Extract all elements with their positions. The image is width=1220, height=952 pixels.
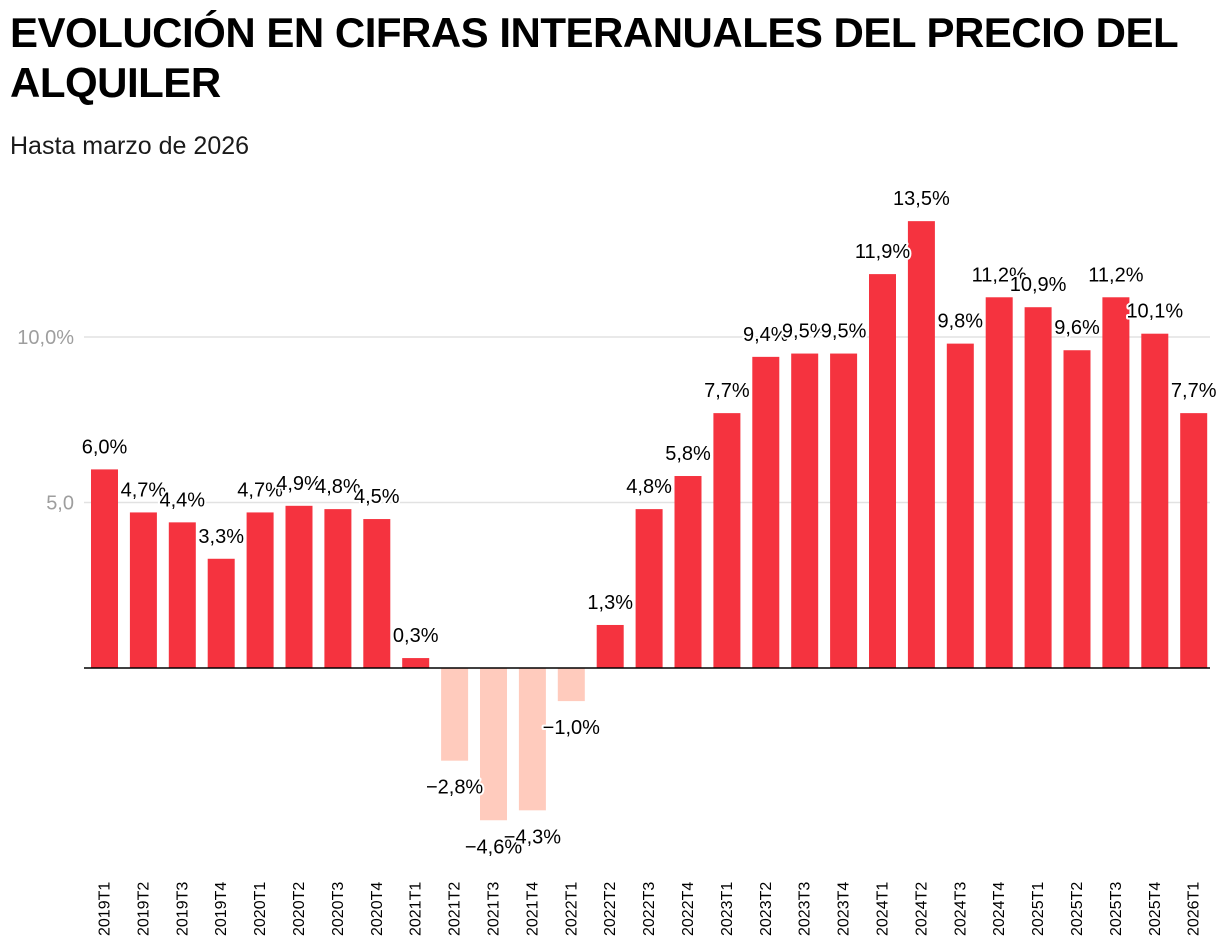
x-category-label: 2024T1 — [875, 882, 892, 936]
bar — [168, 522, 196, 668]
bar — [363, 519, 391, 668]
bars — [91, 221, 1208, 821]
x-category-label: 2020T1 — [252, 882, 269, 936]
data-label: 4,7% — [121, 479, 167, 501]
data-label: −2,8% — [426, 777, 483, 799]
x-category-label: 2025T1 — [1030, 882, 1047, 936]
x-category-label: 2019T1 — [97, 882, 114, 936]
bar — [635, 509, 663, 668]
data-label: 9,5% — [821, 321, 867, 343]
x-category-label: 2019T2 — [135, 882, 152, 936]
bar — [91, 469, 118, 668]
data-label: 7,7% — [1171, 380, 1217, 402]
data-label: 13,5% — [893, 188, 950, 210]
data-label: −1,0% — [543, 717, 600, 739]
x-category-label: 2025T3 — [1108, 882, 1125, 936]
x-category-label: 2019T4 — [213, 882, 230, 936]
data-label: 9,5% — [782, 321, 828, 343]
data-label: 4,5% — [354, 486, 400, 508]
data-label: 9,4% — [743, 324, 789, 346]
data-label: 4,8% — [626, 476, 672, 498]
bar — [1180, 413, 1208, 668]
x-category-label: 2023T4 — [836, 882, 853, 936]
data-label: 3,3% — [198, 526, 244, 548]
bar — [946, 343, 974, 668]
data-label: 1,3% — [587, 592, 633, 614]
data-label: −4,3% — [504, 826, 561, 848]
x-category-label: 2022T1 — [563, 882, 580, 936]
bar — [402, 658, 430, 668]
bar — [1102, 297, 1130, 668]
x-category-label: 2020T3 — [330, 882, 347, 936]
bar — [1063, 350, 1091, 668]
bar — [830, 353, 858, 668]
x-category-label: 2024T3 — [952, 882, 969, 936]
bar — [285, 505, 313, 668]
x-category-label: 2022T3 — [641, 882, 658, 936]
x-category-label: 2023T1 — [719, 882, 736, 936]
data-label: 6,0% — [82, 436, 128, 458]
bar — [985, 297, 1013, 668]
data-label: 4,7% — [237, 479, 283, 501]
data-label: 5,8% — [665, 443, 711, 465]
x-category-label: 2020T2 — [291, 882, 308, 936]
bar — [207, 558, 235, 668]
data-label: 4,8% — [315, 476, 361, 498]
y-tick-label: 5,0 — [46, 493, 74, 515]
x-category-label: 2022T4 — [680, 882, 697, 936]
x-category-label: 2024T4 — [991, 882, 1008, 936]
x-category-label: 2021T1 — [408, 882, 425, 936]
bar — [518, 668, 546, 811]
bar — [791, 353, 819, 668]
bar — [129, 512, 157, 668]
x-category-label: 2026T1 — [1186, 882, 1203, 936]
x-category-label: 2020T4 — [369, 882, 386, 936]
x-category-label: 2021T2 — [447, 882, 464, 936]
bar — [1024, 307, 1052, 668]
data-label: 9,6% — [1054, 317, 1100, 339]
bar — [441, 668, 469, 761]
bar — [324, 509, 352, 668]
x-category-label: 2024T2 — [913, 882, 930, 936]
x-category-label: 2021T4 — [524, 882, 541, 936]
category-labels: 2019T1 2019T2 2019T3 2019T4 2020T1 2020T2 2020… — [97, 882, 1203, 936]
x-category-label: 2025T4 — [1147, 882, 1164, 936]
data-label: 7,7% — [704, 380, 750, 402]
data-label: 10,1% — [1126, 301, 1183, 323]
x-category-label: 2019T3 — [174, 882, 191, 936]
x-category-label: 2025T2 — [1069, 882, 1086, 936]
data-label: 9,8% — [938, 311, 984, 333]
bar — [869, 274, 896, 668]
bar — [713, 413, 741, 668]
bar — [246, 512, 274, 668]
data-label: 11,9% — [855, 241, 910, 263]
x-category-label: 2022T2 — [602, 882, 619, 936]
chart-title: EVOLUCIÓN EN CIFRAS INTERANUALES DEL PRE… — [10, 9, 1178, 106]
bar — [674, 476, 702, 668]
data-label: −4,6% — [465, 836, 522, 858]
bar — [907, 221, 935, 668]
data-label: 4,4% — [160, 489, 206, 511]
bar — [596, 624, 624, 668]
data-label: 11,2% — [972, 264, 1027, 286]
bar — [557, 668, 585, 702]
bar — [480, 668, 507, 821]
data-label: 0,3% — [393, 625, 439, 647]
data-label: 10,9% — [1010, 274, 1067, 296]
bar — [1141, 333, 1169, 668]
data-label: 4,9% — [276, 473, 322, 495]
data-labels: 6,0%4,7%4,4%3,3%4,7%4,9%4,8%4,5%0,3%−2,8… — [80, 186, 1219, 860]
x-category-label: 2021T3 — [486, 882, 503, 936]
x-category-label: 2023T3 — [797, 882, 814, 936]
x-category-label: 2023T2 — [758, 882, 775, 936]
chart-subtitle: Hasta marzo de 2026 — [10, 132, 250, 160]
y-tick-label: 10,0% — [17, 327, 74, 349]
data-label: 11,2% — [1088, 264, 1143, 286]
bar — [752, 356, 780, 668]
gridlines: 5,0 10,0% — [17, 327, 1210, 515]
